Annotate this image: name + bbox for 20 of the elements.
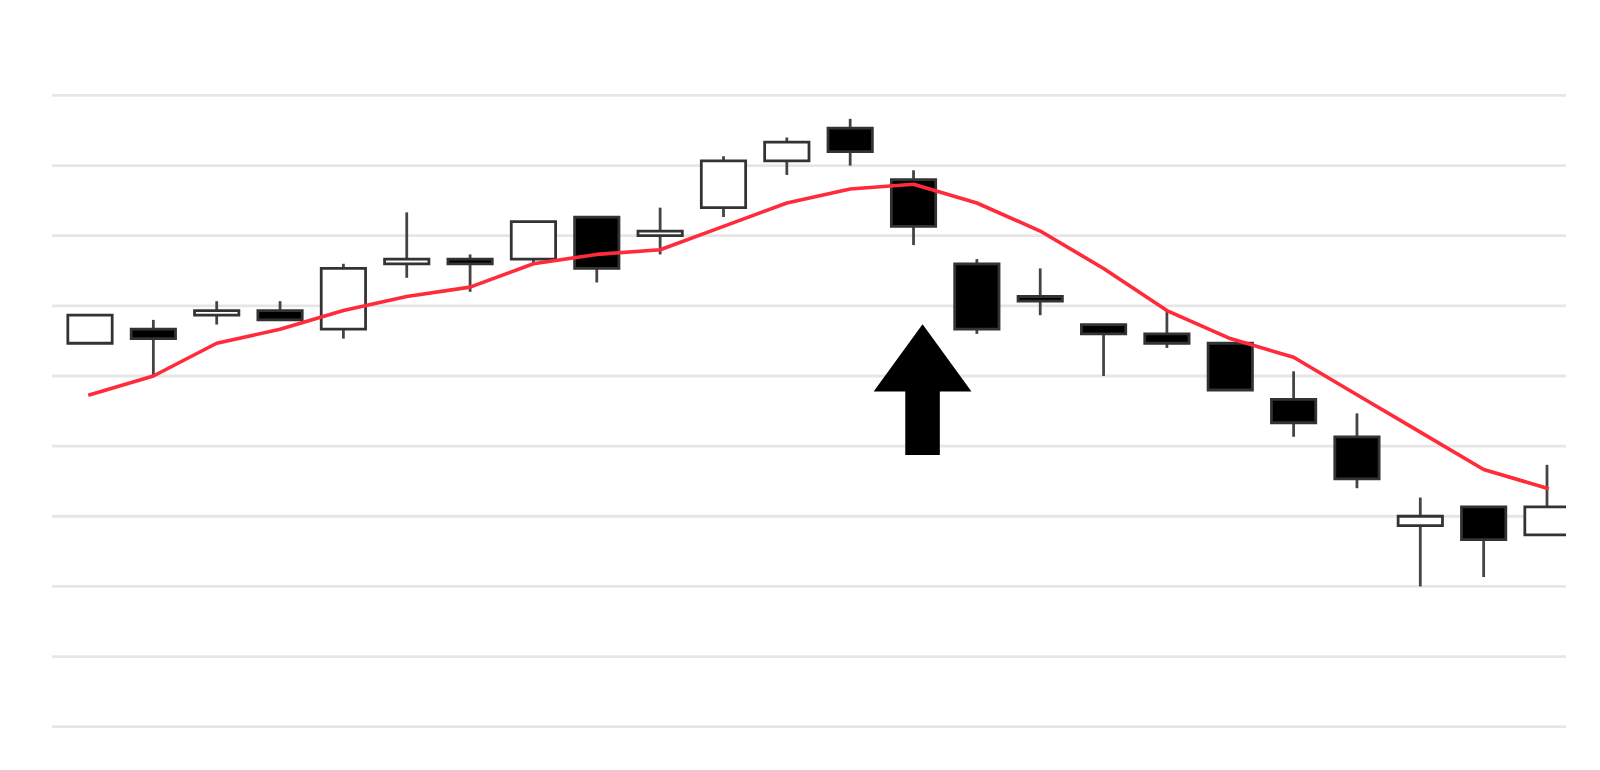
candlestick [256,299,304,322]
candlestick [826,117,874,167]
candlestick [1016,267,1064,317]
candlestick [1460,505,1508,579]
candlestick [129,318,177,378]
candlestick [1396,496,1444,588]
candlestick [66,313,114,345]
candlestick [1206,341,1254,392]
candlestick [763,136,811,177]
candlestick [636,206,684,256]
candlestick [699,154,748,219]
candlestick [193,299,241,326]
candlestick [1333,412,1381,490]
candlestick [1143,309,1191,350]
candlestick [383,210,431,280]
candlestick [446,253,494,294]
candlestick [509,220,557,266]
candlestick [889,168,938,247]
candlestick [1270,369,1318,439]
candlestick [1080,323,1128,378]
